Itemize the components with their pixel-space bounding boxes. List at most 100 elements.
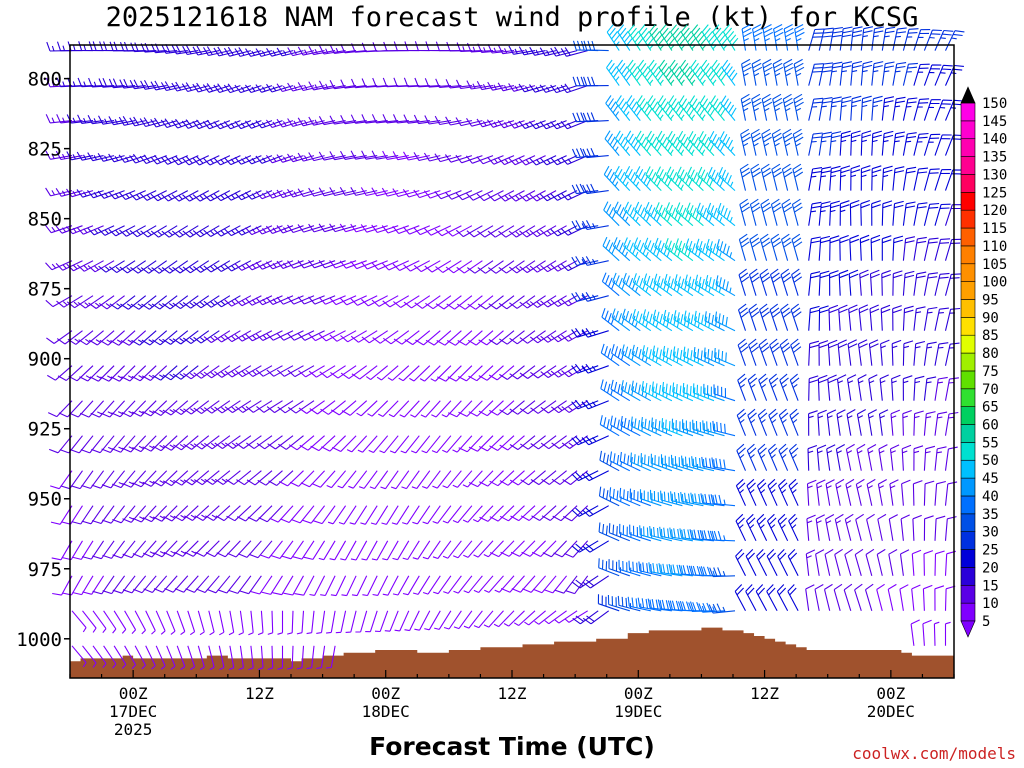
wind-barb xyxy=(76,260,104,272)
wind-barb xyxy=(892,305,902,331)
wind-barb xyxy=(581,435,609,446)
wind-barb xyxy=(341,400,368,416)
wind-barb xyxy=(817,374,828,401)
wind-barb xyxy=(130,260,157,274)
wind-barb xyxy=(376,365,399,381)
wind-barb xyxy=(466,117,494,127)
wind-barb xyxy=(140,225,167,238)
wind-barb xyxy=(856,409,866,436)
wind-barb xyxy=(629,524,651,542)
wind-barb xyxy=(709,530,736,542)
wind-barb xyxy=(738,268,750,296)
wind-barb xyxy=(102,505,126,524)
wind-barb xyxy=(337,470,357,489)
wind-barb xyxy=(540,365,567,379)
wind-barb xyxy=(340,365,368,380)
colorbar-label: 120 xyxy=(982,203,1007,219)
wind-barb xyxy=(432,540,452,560)
wind-barb xyxy=(692,419,715,437)
colorbar-segment xyxy=(960,495,976,515)
colorbar-segment xyxy=(960,370,976,390)
wind-barb xyxy=(489,470,515,487)
wind-barb xyxy=(308,259,336,269)
wind-barb xyxy=(361,114,388,124)
wind-barb xyxy=(855,513,864,541)
wind-barb xyxy=(673,310,694,332)
wind-barb xyxy=(166,610,176,635)
wind-barb xyxy=(705,238,725,262)
wind-barb xyxy=(605,95,620,121)
wind-barb xyxy=(839,234,849,261)
wind-barb xyxy=(850,26,863,51)
wind-barb xyxy=(122,540,147,559)
wind-barb xyxy=(612,237,631,262)
wind-barb xyxy=(934,29,954,51)
wind-barb xyxy=(823,583,833,611)
wind-barb xyxy=(890,409,901,436)
wind-barb xyxy=(676,166,694,191)
wind-barb xyxy=(824,548,834,576)
wind-barb xyxy=(829,26,843,51)
wind-barb xyxy=(550,84,578,94)
wind-barb xyxy=(666,166,684,191)
wind-barb xyxy=(876,583,885,611)
wind-barb xyxy=(653,273,673,297)
wind-barb xyxy=(510,505,536,522)
wind-barb xyxy=(172,330,199,345)
wind-barb xyxy=(88,330,115,346)
wind-barb xyxy=(933,621,940,646)
wind-barb xyxy=(340,150,367,160)
wind-barb xyxy=(677,601,704,612)
wind-barb xyxy=(164,575,189,593)
wind-barb xyxy=(162,295,189,310)
wind-barb xyxy=(623,237,641,262)
colorbar-label: 105 xyxy=(982,257,1007,273)
wind-barb xyxy=(398,365,420,382)
wind-barb xyxy=(740,93,752,121)
wind-barb xyxy=(479,470,504,487)
wind-barb xyxy=(670,24,686,51)
wind-barb xyxy=(182,260,210,274)
colorbar-label: 20 xyxy=(982,560,999,576)
wind-barb xyxy=(330,365,357,379)
wind-barb xyxy=(923,202,940,226)
wind-barb xyxy=(923,480,935,506)
wind-barb xyxy=(476,190,504,202)
wind-barb xyxy=(100,400,126,418)
wind-barb xyxy=(442,470,462,489)
wind-barb xyxy=(161,225,189,238)
wind-barb xyxy=(737,338,749,366)
wind-barb xyxy=(195,540,220,557)
wind-barb xyxy=(661,381,683,402)
wind-barb xyxy=(150,117,178,128)
wind-barb xyxy=(617,24,633,51)
wind-barb xyxy=(277,610,284,635)
wind-barb xyxy=(500,540,525,557)
wind-barb xyxy=(892,131,906,156)
wind-barb xyxy=(192,155,220,166)
wind-barb xyxy=(244,155,273,165)
wind-barb xyxy=(453,610,473,630)
wind-barb xyxy=(539,84,567,93)
wind-barb xyxy=(913,445,924,471)
wind-barb xyxy=(550,400,578,414)
wind-barb xyxy=(413,260,441,273)
wind-barb xyxy=(643,273,662,297)
wind-barb xyxy=(452,470,473,488)
wind-barb xyxy=(394,610,410,632)
wind-barb xyxy=(268,470,294,486)
wind-barb xyxy=(297,260,325,269)
wind-barb xyxy=(902,270,915,296)
wind-barb xyxy=(679,59,696,86)
wind-barb xyxy=(457,365,483,382)
wind-barb xyxy=(203,260,231,273)
wind-barb xyxy=(888,549,898,576)
wind-barb xyxy=(202,155,231,166)
wind-barb xyxy=(329,330,357,342)
wind-barb xyxy=(484,575,504,593)
wind-barb xyxy=(628,560,651,577)
wind-barb xyxy=(361,295,388,307)
wind-barb xyxy=(318,187,346,197)
wind-barb xyxy=(152,400,178,416)
wind-barb xyxy=(508,45,536,55)
